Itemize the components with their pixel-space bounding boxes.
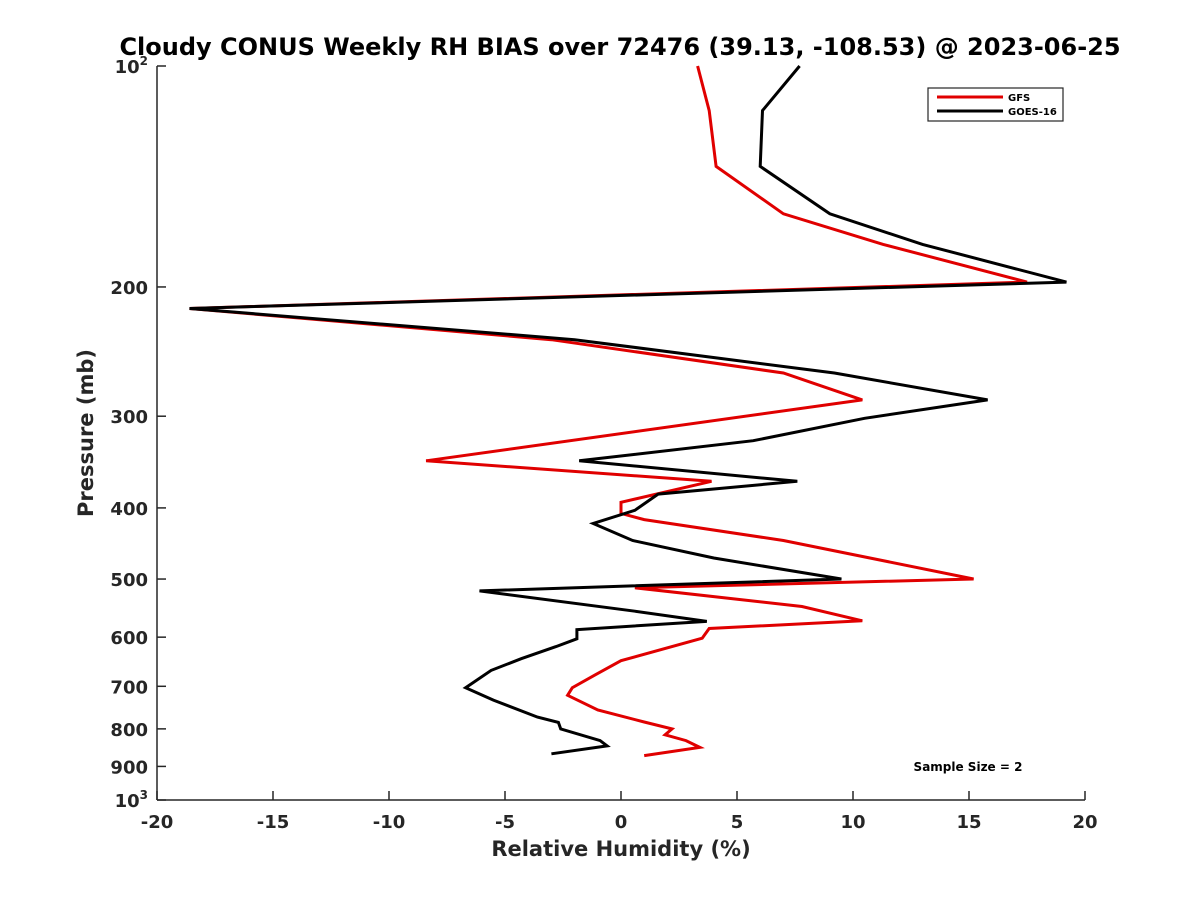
y-tick-label: 500	[110, 570, 148, 591]
y-tick-label: 300	[110, 407, 148, 428]
y-tick-label: 900	[110, 757, 148, 778]
x-tick-label: 0	[615, 812, 628, 833]
sample-size-annotation: Sample Size = 2	[914, 760, 1023, 774]
x-tick-label: 15	[956, 812, 981, 833]
legend-label-gfs: GFS	[1008, 93, 1030, 104]
x-tick-label: -10	[373, 812, 406, 833]
legend-box	[927, 87, 1064, 122]
y-tick-label: 600	[110, 628, 148, 649]
x-tick-label: 10	[840, 812, 865, 833]
x-tick-label: -5	[495, 812, 515, 833]
y-axis-label: Pressure (mb)	[74, 349, 98, 517]
x-tick-label: 20	[1072, 812, 1097, 833]
y-tick-label: 200	[110, 278, 148, 299]
x-tick-label: -20	[141, 812, 174, 833]
y-tick-label: 103	[115, 788, 148, 812]
chart-title: Cloudy CONUS Weekly RH BIAS over 72476 (…	[119, 33, 1120, 61]
y-tick-label: 800	[110, 720, 148, 741]
series-line-gfs	[189, 65, 1028, 758]
y-tick-label: 400	[110, 499, 148, 520]
legend: GFS GOES-16	[927, 87, 1064, 122]
x-ticks: -20 -15 -10 -5 0 5 10 15 20	[141, 791, 1098, 833]
y-tick-label: 102	[115, 54, 148, 78]
y-tick-label: 700	[110, 677, 148, 698]
legend-label-goes16: GOES-16	[1008, 107, 1057, 118]
x-tick-label: -15	[257, 812, 290, 833]
series-lines	[189, 65, 1067, 758]
x-axis-label: Relative Humidity (%)	[491, 837, 750, 861]
y-ticks: 102 200 300 400 500 600 700 800 900 103	[110, 54, 166, 812]
series-line-goes16	[189, 65, 1067, 756]
x-tick-label: 5	[731, 812, 744, 833]
